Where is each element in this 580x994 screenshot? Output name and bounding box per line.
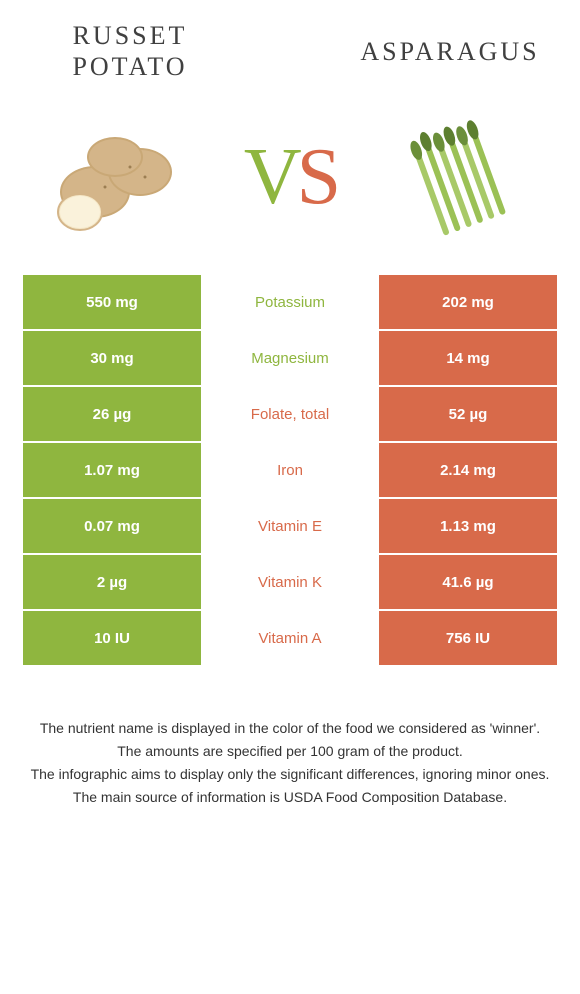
right-value-cell: 14 mg [378,330,558,386]
header-row: RUSSET POTATO ASPARAGUS [0,0,580,92]
nutrient-label-cell: Magnesium [202,330,378,386]
comparison-table: 550 mgPotassium202 mg30 mgMagnesium14 mg… [20,272,560,668]
right-value-cell: 52 µg [378,386,558,442]
footer-notes: The nutrient name is displayed in the co… [20,718,560,808]
nutrient-label-cell: Potassium [202,274,378,330]
left-value-cell: 0.07 mg [22,498,202,554]
table-row: 2 µgVitamin K41.6 µg [22,554,558,610]
left-value-cell: 10 IU [22,610,202,666]
nutrient-label-cell: Folate, total [202,386,378,442]
right-value-cell: 1.13 mg [378,498,558,554]
vs-s: S [297,133,337,221]
title-line: RUSSET [73,21,188,50]
right-food-title: ASPARAGUS [360,36,540,67]
right-value-cell: 202 mg [378,274,558,330]
left-food-title: RUSSET POTATO [40,20,220,82]
left-value-cell: 1.07 mg [22,442,202,498]
footer-line: The nutrient name is displayed in the co… [20,718,560,739]
potato-image [40,112,200,242]
table-row: 0.07 mgVitamin E1.13 mg [22,498,558,554]
vs-v: V [244,133,297,221]
nutrient-label-cell: Vitamin A [202,610,378,666]
table-row: 550 mgPotassium202 mg [22,274,558,330]
nutrient-label-cell: Vitamin E [202,498,378,554]
right-value-cell: 2.14 mg [378,442,558,498]
right-value-cell: 41.6 µg [378,554,558,610]
left-value-cell: 2 µg [22,554,202,610]
table-row: 10 IUVitamin A756 IU [22,610,558,666]
vs-label: VS [244,132,336,223]
footer-line: The main source of information is USDA F… [20,787,560,808]
table-row: 26 µgFolate, total52 µg [22,386,558,442]
asparagus-image [380,112,540,242]
title-line: POTATO [72,52,187,81]
nutrient-label-cell: Iron [202,442,378,498]
nutrient-label-cell: Vitamin K [202,554,378,610]
left-value-cell: 30 mg [22,330,202,386]
image-row: VS [0,92,580,272]
table-row: 1.07 mgIron2.14 mg [22,442,558,498]
right-value-cell: 756 IU [378,610,558,666]
table-row: 30 mgMagnesium14 mg [22,330,558,386]
left-value-cell: 550 mg [22,274,202,330]
footer-line: The infographic aims to display only the… [20,764,560,785]
footer-line: The amounts are specified per 100 gram o… [20,741,560,762]
left-value-cell: 26 µg [22,386,202,442]
